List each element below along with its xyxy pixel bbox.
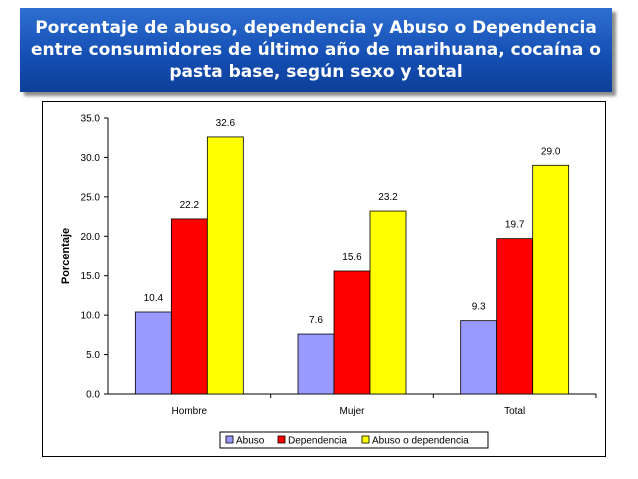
data-label: 19.7: [505, 220, 525, 231]
data-label: 15.6: [342, 252, 362, 263]
data-label: 7.6: [309, 315, 323, 326]
legend-label-abuso: Abuso: [236, 436, 265, 447]
y-tick-label: 15.0: [81, 271, 101, 282]
bar-abuso-o-dependencia-total: [532, 164, 570, 395]
y-tick-label: 10.0: [81, 311, 101, 322]
x-tick-label: Mujer: [339, 406, 365, 417]
y-tick-label: 30.0: [81, 153, 101, 164]
y-tick-label: 0.0: [86, 390, 100, 401]
data-label: 10.4: [144, 293, 164, 304]
y-axis-label: Porcentaje: [60, 228, 72, 284]
legend-label-abuso-o-dependencia: Abuso o dependencia: [372, 436, 469, 447]
bar-abuso-o-dependencia-mujer: [369, 210, 407, 395]
y-tick-label: 5.0: [86, 350, 100, 361]
bar-abuso-hombre: [134, 311, 172, 395]
legend-swatch-dependencia: [277, 435, 286, 444]
y-tick-label: 35.0: [81, 114, 101, 125]
x-tick-label: Hombre: [172, 406, 208, 417]
legend-label-dependencia: Dependencia: [288, 436, 347, 447]
data-label: 23.2: [378, 192, 398, 203]
legend-box: [219, 431, 489, 449]
data-label: 29.0: [541, 146, 561, 157]
bar-dependencia-total: [496, 238, 534, 395]
bar-abuso-o-dependencia-hombre: [206, 136, 244, 395]
bar-abuso-mujer: [297, 333, 335, 395]
bar-abuso-total: [460, 320, 498, 395]
legend-swatch-abuso: [225, 435, 234, 444]
data-label: 9.3: [472, 302, 486, 313]
legend-swatch-abuso-o-dependencia: [361, 435, 370, 444]
y-tick-label: 25.0: [81, 192, 101, 203]
data-label: 32.6: [216, 118, 236, 129]
bar-dependencia-hombre: [170, 218, 208, 395]
chart-title: Porcentaje de abuso, dependencia y Abuso…: [31, 18, 601, 82]
y-tick-label: 20.0: [81, 232, 101, 243]
title-banner: Porcentaje de abuso, dependencia y Abuso…: [20, 8, 612, 92]
data-label: 22.2: [180, 200, 200, 211]
bar-dependencia-mujer: [333, 270, 371, 395]
x-tick-label: Total: [504, 406, 525, 417]
